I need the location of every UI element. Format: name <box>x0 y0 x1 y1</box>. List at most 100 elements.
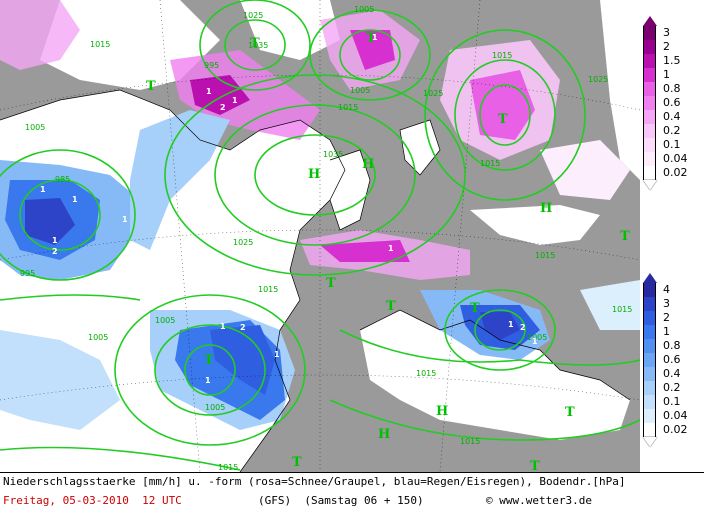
legend-arrow-down-icon <box>643 180 657 190</box>
legend-color-swatch <box>643 423 656 437</box>
legend-color-swatch <box>643 26 656 40</box>
valid-date: Freitag, 05-03-2010 12 UTC <box>3 494 182 507</box>
precip-label: 1 <box>206 87 212 96</box>
legend-level-label: 3 <box>663 26 670 39</box>
pressure-label: 1025 <box>423 89 443 98</box>
legend-color-swatch <box>643 68 656 82</box>
pressure-label: 1015 <box>612 305 632 314</box>
legend-level: 0.8 <box>640 339 704 353</box>
legend-level-label: 0.4 <box>663 367 681 380</box>
precip-label: 1 <box>372 33 378 42</box>
high-pressure-marker: H <box>378 427 390 442</box>
pressure-label: 1005 <box>88 333 108 342</box>
pressure-label: 1015 <box>218 463 238 472</box>
high-pressure-marker: H <box>436 404 448 419</box>
legend-color-swatch <box>643 96 656 110</box>
precip-label: 2 <box>220 103 226 112</box>
legend-level-label: 1 <box>663 325 670 338</box>
legend-color-swatch <box>643 381 656 395</box>
legend-color-swatch <box>643 82 656 96</box>
precip-label: 2 <box>520 323 526 332</box>
precip-labels: 1 1 2 1 1 1 1 1 2 2 1 1 1 1 1 2 1 <box>40 33 538 385</box>
legend-color-swatch <box>643 409 656 423</box>
legend-level-label: 2 <box>663 40 670 53</box>
precip-label: 2 <box>240 323 246 332</box>
pressure-label: 1015 <box>90 40 110 49</box>
legend-color-swatch <box>643 311 656 325</box>
legend-level-label: 1.5 <box>663 54 681 67</box>
pressure-label: 1005 <box>155 316 175 325</box>
rain-precip-areas <box>0 110 640 430</box>
low-pressure-marker: T <box>498 112 508 127</box>
pressure-label: 1005 <box>25 123 45 132</box>
map-description: Niederschlagsstaerke [mm/h] u. -form (ro… <box>3 475 626 488</box>
legend-color-swatch <box>643 353 656 367</box>
precip-label: 1 <box>72 195 78 204</box>
pressure-label: 1015 <box>480 159 500 168</box>
pressure-label: 1005 <box>354 5 374 14</box>
legend-level-label: 4 <box>663 283 670 296</box>
precip-label: 2 <box>52 247 58 256</box>
pressure-label: 1035 <box>323 150 343 159</box>
legend-level: 0.4 <box>640 367 704 381</box>
legend-arrow-up-icon <box>643 16 657 26</box>
legend-level: 0.4 <box>640 110 704 124</box>
legend-level: 2 <box>640 311 704 325</box>
copyright: © www.wetter3.de <box>486 494 592 507</box>
legend-level-label: 0.1 <box>663 138 681 151</box>
legend-level: 3 <box>640 26 704 40</box>
footer: Niederschlagsstaerke [mm/h] u. -form (ro… <box>0 472 704 514</box>
legend-color-swatch <box>643 283 656 297</box>
legend-level: 0.2 <box>640 124 704 138</box>
legend-level-label: 0.6 <box>663 96 681 109</box>
precip-label: 1 <box>122 215 128 224</box>
legend-color-swatch <box>643 367 656 381</box>
high-pressure-marker: H <box>308 167 320 182</box>
low-pressure-marker: T <box>470 301 480 316</box>
legend-level-label: 0.04 <box>663 152 688 165</box>
legend-level-label: 0.02 <box>663 166 688 179</box>
legend-level-label: 0.1 <box>663 395 681 408</box>
legend-level-label: 0.2 <box>663 124 681 137</box>
pressure-label: 1025 <box>243 11 263 20</box>
legend-level-label: 2 <box>663 311 670 324</box>
pressure-label: 1005 <box>350 86 370 95</box>
low-pressure-marker: T <box>146 79 156 94</box>
pressure-label: 1005 <box>527 333 547 342</box>
legend-color-swatch <box>643 166 656 180</box>
legend-level: 0.2 <box>640 381 704 395</box>
pressure-label: 1005 <box>205 403 225 412</box>
pressure-label: 1025 <box>233 238 253 247</box>
pressure-label: 985 <box>55 175 70 184</box>
legend-level-label: 0.2 <box>663 381 681 394</box>
pressure-label: 1015 <box>258 285 278 294</box>
high-pressure-marker: H <box>362 157 374 172</box>
precip-label: 1 <box>274 350 280 359</box>
precip-label: 1 <box>232 96 238 105</box>
legend-level: 4 <box>640 283 704 297</box>
precip-label: 1 <box>532 337 538 346</box>
legend-level: 0.02 <box>640 166 704 180</box>
legend-level-label: 3 <box>663 297 670 310</box>
pressure-label: 1015 <box>535 251 555 260</box>
weather-map: 1025 1005 1015 1035 1025 995 1015 1005 1… <box>0 0 640 472</box>
precip-label: 1 <box>220 322 226 331</box>
legend-level: 2 <box>640 40 704 54</box>
pressure-label: 1015 <box>338 103 358 112</box>
pressure-label: 1035 <box>248 41 268 50</box>
pressure-systems: T T T T H H H T T T T T H H T T T <box>146 31 630 472</box>
legend-level: 0.1 <box>640 395 704 409</box>
pressure-label: 995 <box>204 61 219 70</box>
low-pressure-marker: T <box>326 276 336 291</box>
pressure-label: 1025 <box>588 75 608 84</box>
legend-level-label: 0.8 <box>663 82 681 95</box>
legend-level: 0.04 <box>640 409 704 423</box>
legend-level-label: 0.8 <box>663 339 681 352</box>
legend-level-label: 1 <box>663 68 670 81</box>
legend-level: 1.5 <box>640 54 704 68</box>
precip-label: 1 <box>52 236 58 245</box>
legend-color-swatch <box>643 110 656 124</box>
low-pressure-marker: T <box>386 299 396 314</box>
legend-level: 3 <box>640 297 704 311</box>
legend: 3 2 1.5 1 0.8 0.6 0.4 0.2 0.1 0.04 0.02 4 3 2 1 0.8 0.6… <box>640 0 704 472</box>
